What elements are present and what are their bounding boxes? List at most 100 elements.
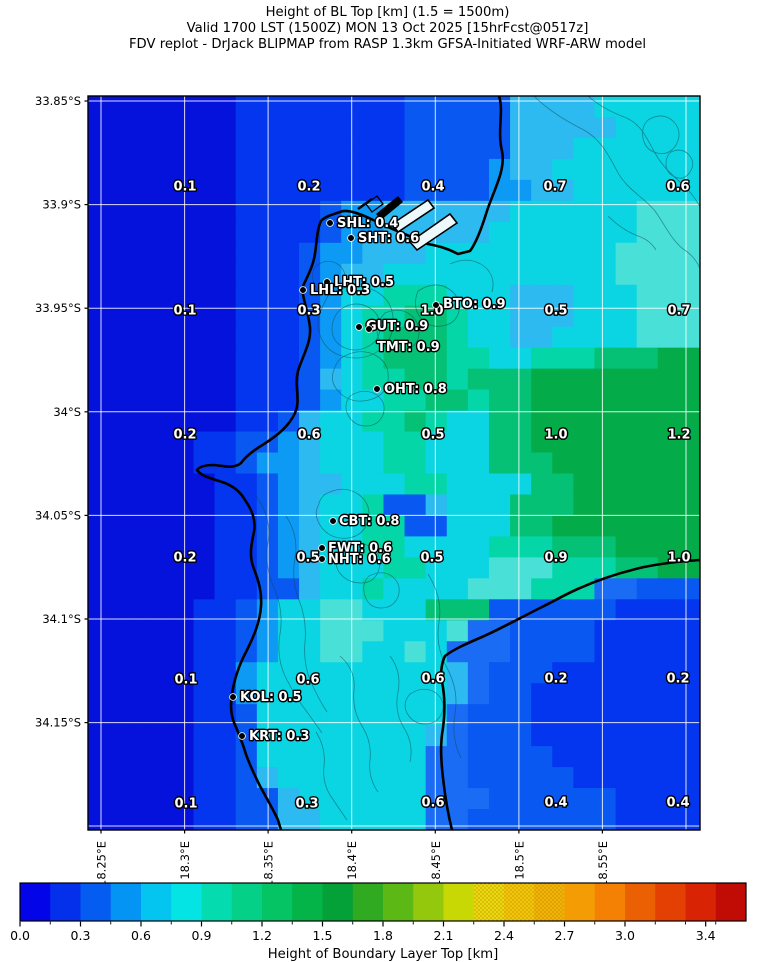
field-cell <box>320 305 342 328</box>
field-cell <box>109 473 131 495</box>
field-cell <box>193 578 216 600</box>
field-cell <box>467 536 490 558</box>
field-cell <box>88 242 110 265</box>
grid-value-label: 0.1 <box>174 673 197 688</box>
field-cell <box>151 410 173 433</box>
field-cell <box>657 494 680 516</box>
field-cell <box>130 599 152 621</box>
station-label: FWT: 0.6 <box>328 541 392 556</box>
field-cell <box>467 599 490 621</box>
field-cell <box>573 704 595 726</box>
field-cell <box>299 473 321 495</box>
field-cell <box>425 683 448 705</box>
field-cell <box>362 389 384 412</box>
field-cell <box>404 641 427 663</box>
field-cell <box>277 284 300 307</box>
field-cell <box>446 137 469 160</box>
field-cell <box>235 683 258 705</box>
field-cell <box>151 704 173 726</box>
field-cell <box>130 536 152 558</box>
field-cell <box>615 452 638 474</box>
field-cell <box>594 788 617 810</box>
grid-value-label: 0.6 <box>296 673 319 688</box>
field-cell <box>383 788 406 810</box>
colorbar-segment <box>594 883 626 921</box>
field-cell <box>425 116 448 139</box>
colorbar-segment <box>292 883 323 921</box>
field-cell <box>130 242 152 265</box>
field-cell <box>615 746 638 768</box>
field-cell <box>446 284 469 307</box>
field-cell <box>531 620 553 642</box>
field-cell <box>615 263 638 286</box>
field-cell <box>88 96 110 118</box>
field-cell <box>552 641 574 663</box>
field-cell <box>446 96 469 118</box>
field-cell <box>109 557 131 579</box>
field-cell <box>657 305 680 328</box>
field-cell <box>109 242 131 265</box>
field-cell <box>88 431 110 454</box>
field-cell <box>235 137 258 160</box>
field-cell <box>362 494 384 516</box>
field-cell <box>214 767 237 789</box>
field-cell <box>573 368 595 391</box>
field-cell <box>488 536 511 558</box>
field-cell <box>510 641 532 663</box>
field-cell <box>552 809 574 830</box>
field-cell <box>446 536 469 558</box>
colorbar-tick-label: 0.0 <box>10 928 30 943</box>
field-cell <box>573 473 595 495</box>
field-cell <box>172 620 195 642</box>
field-cell <box>510 431 532 454</box>
field-cell <box>88 221 110 244</box>
field-cell <box>172 536 195 558</box>
field-cell <box>130 284 152 307</box>
field-cell <box>446 515 469 537</box>
field-cell <box>594 221 617 244</box>
colorbar-segment <box>685 883 717 921</box>
field-cell <box>678 515 700 537</box>
field-cell <box>573 788 595 810</box>
field-cell <box>88 158 110 181</box>
field-cell <box>510 326 532 349</box>
field-cell <box>404 557 427 579</box>
field-cell <box>552 116 574 139</box>
grid-value-label: 0.7 <box>667 304 690 319</box>
lat-tick-label: 34.15°S <box>35 716 81 730</box>
field-cell <box>573 683 595 705</box>
field-cell <box>404 788 427 810</box>
field-cell <box>678 557 700 579</box>
field-cell <box>235 809 258 830</box>
field-cell <box>88 179 110 202</box>
field-cell <box>467 284 490 307</box>
field-cell <box>573 515 595 537</box>
field-cell <box>151 284 173 307</box>
colorbar-segment <box>625 883 656 921</box>
field-cell <box>467 767 490 789</box>
field-cell <box>552 725 574 747</box>
field-cell <box>615 347 638 370</box>
field-cell <box>404 809 427 830</box>
field-cell <box>594 158 617 181</box>
field-cell <box>678 263 700 286</box>
field-cell <box>172 284 195 307</box>
field-cell <box>573 200 595 223</box>
field-cell <box>214 641 237 663</box>
field-cell <box>109 494 131 516</box>
field-cell <box>636 494 659 516</box>
field-cell <box>214 242 237 265</box>
field-cell <box>277 137 300 160</box>
field-cell <box>172 263 195 286</box>
field-cell <box>510 578 532 600</box>
field-cell <box>488 578 511 600</box>
colorbar-segments <box>20 883 747 921</box>
field-cell <box>362 284 384 307</box>
field-cell <box>678 158 700 181</box>
field-cell <box>594 494 617 516</box>
field-cell <box>467 347 490 370</box>
colorbar-tick-label: 0.3 <box>71 928 91 943</box>
field-cell <box>404 473 427 495</box>
field-cell <box>362 725 384 747</box>
